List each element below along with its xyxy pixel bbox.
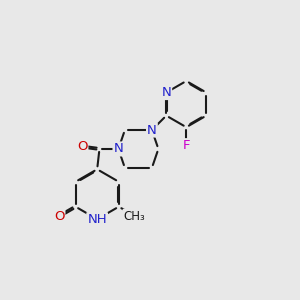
- Text: N: N: [113, 142, 123, 155]
- Text: CH₃: CH₃: [124, 210, 145, 223]
- Text: O: O: [54, 210, 64, 223]
- Text: O: O: [77, 140, 87, 153]
- Text: NH: NH: [87, 213, 107, 226]
- Text: F: F: [182, 139, 190, 152]
- Text: N: N: [161, 86, 171, 99]
- Text: N: N: [147, 124, 157, 136]
